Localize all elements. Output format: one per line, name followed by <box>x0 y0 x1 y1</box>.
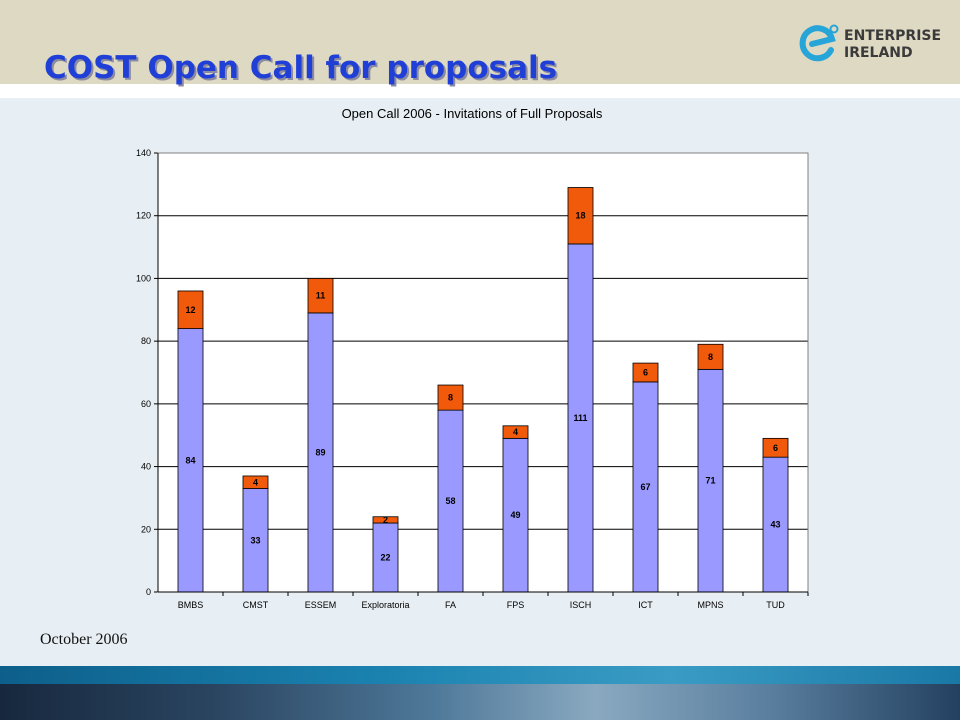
data-label: 2 <box>383 515 388 525</box>
x-tick-label: BMBS <box>178 600 204 610</box>
data-label: 12 <box>185 305 195 315</box>
data-label: 67 <box>640 482 650 492</box>
footer-date: October 2006 <box>40 631 128 648</box>
y-tick-label: 80 <box>141 336 151 346</box>
x-tick-label: ISCH <box>570 600 592 610</box>
data-label: 43 <box>770 520 780 530</box>
data-label: 6 <box>773 443 778 453</box>
data-label: 111 <box>573 413 587 423</box>
bar-segment-bmbs-2 <box>177 290 204 330</box>
data-label: 33 <box>250 535 260 545</box>
x-tick-label: Exploratoria <box>361 600 409 610</box>
data-label: 8 <box>708 352 713 362</box>
bar-segment-fa-2 <box>437 384 464 411</box>
bar-segment-essem-1 <box>307 312 334 593</box>
bar-segment-isch-1 <box>567 243 594 593</box>
logo-line-1: ENTERPRISE <box>844 28 942 44</box>
footer-band <box>0 666 960 684</box>
enterprise-ireland-logo: ENTERPRISE IRELAND <box>798 22 948 68</box>
bar-segment-exploratoria-2 <box>372 516 399 524</box>
y-tick-label: 60 <box>141 399 151 409</box>
chart-title: Open Call 2006 - Invitations of Full Pro… <box>342 106 603 121</box>
x-tick-label: ICT <box>638 600 653 610</box>
x-tick-label: TUD <box>766 600 785 610</box>
y-tick-label: 40 <box>141 462 151 472</box>
data-label: 4 <box>253 477 258 487</box>
bar-segment-isch-2 <box>567 187 594 245</box>
data-label: 84 <box>185 455 195 465</box>
header-divider <box>0 84 960 98</box>
bar-segment-ict-2 <box>632 362 659 383</box>
bar-segment-tud-1 <box>762 456 789 593</box>
x-tick-label: ESSEM <box>305 600 337 610</box>
y-tick-label: 100 <box>136 273 151 283</box>
stacked-bar-chart: Open Call 2006 - Invitations of Full Pro… <box>136 106 809 610</box>
data-label: 89 <box>315 447 325 457</box>
logo-wordmark: ENTERPRISE IRELAND <box>844 28 941 62</box>
data-label: 18 <box>575 211 585 221</box>
x-tick-label: CMST <box>243 600 269 610</box>
y-tick-label: 0 <box>146 587 151 597</box>
footer-background-image <box>0 684 960 720</box>
axes: 0 20 40 60 80 100 120 140 BMBS CMST ESSEM Explorato… <box>136 148 809 610</box>
bar-segment-exploratoria-1 <box>372 522 399 593</box>
y-tick-label: 140 <box>136 148 151 158</box>
x-tick-label: FA <box>445 600 456 610</box>
bar-segment-essem-2 <box>307 278 334 314</box>
bar-segment-cmst-2 <box>242 475 269 489</box>
data-label: 11 <box>316 291 326 301</box>
data-label: 22 <box>380 553 390 563</box>
bar-segment-tud-2 <box>762 437 789 458</box>
logo-line-2: IRELAND <box>844 45 913 61</box>
bar-segment-fps-1 <box>502 437 529 593</box>
y-tick-label: 120 <box>136 211 151 221</box>
x-tick-label: MPNS <box>697 600 723 610</box>
bar-segment-bmbs-1 <box>177 328 204 593</box>
bar-segment-mpns-2 <box>697 343 724 370</box>
data-label: 6 <box>643 368 648 378</box>
data-label: 4 <box>513 427 518 437</box>
data-label: 71 <box>705 476 715 486</box>
data-label: 58 <box>445 496 455 506</box>
bar-segment-mpns-1 <box>697 368 724 593</box>
x-tick-label: FPS <box>507 600 525 610</box>
data-label: 49 <box>510 510 520 520</box>
data-label: 8 <box>448 393 453 403</box>
y-tick-label: 20 <box>141 524 151 534</box>
enterprise-ireland-logo-icon <box>799 24 839 62</box>
bar-segment-fps-2 <box>502 425 529 439</box>
page-title: COST Open Call for proposals <box>44 50 558 86</box>
